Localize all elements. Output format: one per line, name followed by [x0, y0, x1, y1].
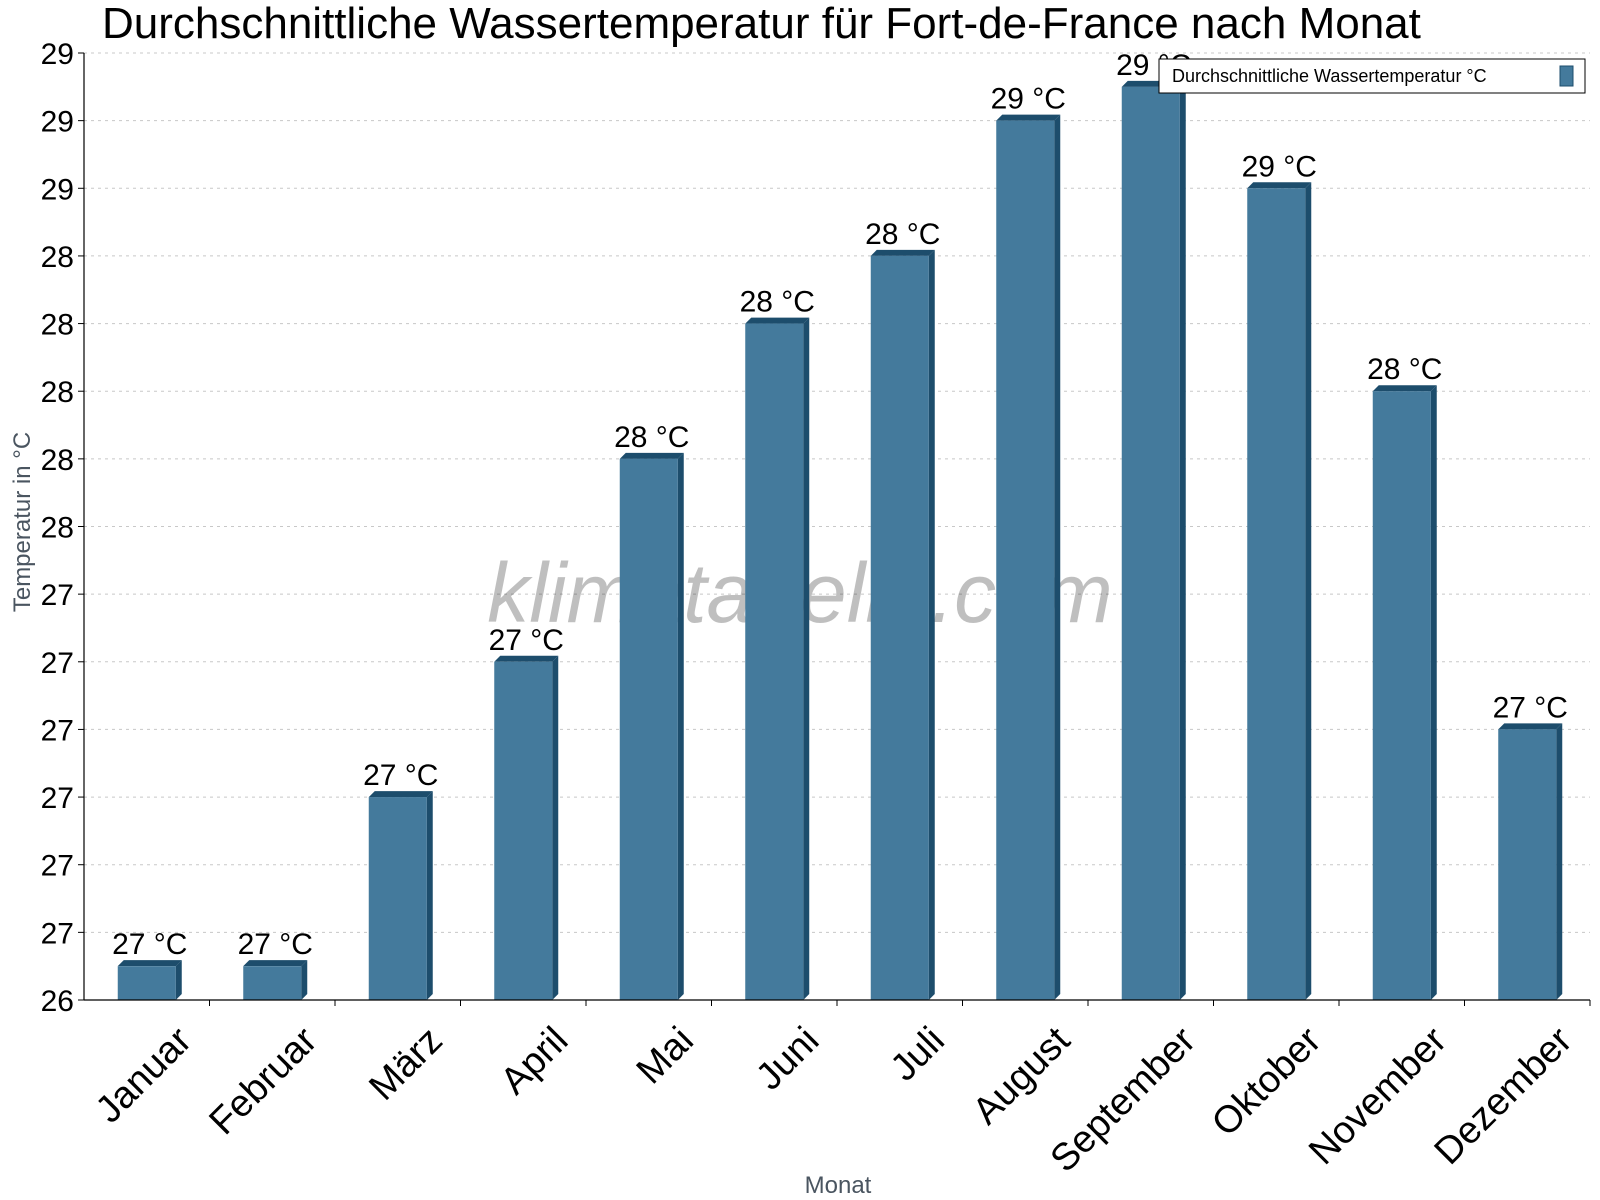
bar-top: [1247, 182, 1312, 189]
y-tick-label: 27: [41, 850, 74, 883]
bar-top: [368, 791, 433, 798]
bar: [117, 966, 176, 1000]
bar-side: [1054, 114, 1061, 1000]
bar-top: [1498, 723, 1563, 730]
data-label: 27 °C: [363, 759, 438, 792]
x-tick-label: Dezember: [1427, 1019, 1581, 1173]
x-tick-label: Januar: [88, 1019, 200, 1131]
bar: [870, 255, 929, 1000]
bar: [996, 120, 1055, 1000]
x-tick-label: April: [493, 1019, 576, 1102]
data-label: 28 °C: [614, 421, 689, 454]
bar: [368, 797, 427, 1000]
x-tick-label: Oktober: [1204, 1019, 1330, 1145]
bar-top: [996, 114, 1061, 121]
legend-swatch: [1559, 65, 1574, 87]
data-label: 27 °C: [1493, 691, 1568, 724]
y-tick-label: 28: [41, 241, 74, 274]
bar-top: [1372, 385, 1437, 392]
x-tick-label: August: [965, 1019, 1079, 1133]
x-tick-label: Februar: [201, 1019, 325, 1143]
bar-side: [175, 960, 182, 1000]
x-tick-label: März: [361, 1019, 450, 1108]
legend-box: [1158, 58, 1586, 94]
bar-top: [117, 960, 182, 967]
y-tick-label: 27: [41, 647, 74, 680]
bar-side: [803, 317, 810, 1001]
bar-side: [1556, 723, 1563, 1000]
bar-side: [1179, 80, 1186, 1001]
y-tick-label: 28: [41, 512, 74, 545]
x-tick-label: Juni: [748, 1019, 827, 1098]
bar: [1498, 729, 1557, 1000]
data-label: 27 °C: [112, 928, 187, 961]
bar: [1372, 391, 1431, 1000]
grid-lines: [84, 52, 1590, 933]
bar: [494, 661, 553, 1000]
bar-top: [494, 655, 559, 662]
data-label: 28 °C: [1367, 353, 1442, 386]
data-label: 29 °C: [1242, 150, 1317, 183]
data-label: 27 °C: [238, 928, 313, 961]
bars: 27 °C 27 °C 27 °C 27 °C 28 °C 28 °C 28 °C 29 °C…: [112, 49, 1568, 1001]
y-axis-ticks: 26 27 27 27 27 27 27 28 28 28 28 28 29 29 29: [41, 38, 84, 1018]
legend-label: Durchschnittliche Wassertemperatur °C: [1172, 66, 1487, 86]
y-tick-label: 27: [41, 579, 74, 612]
bar-side: [1430, 385, 1437, 1000]
legend: Durchschnittliche Wassertemperatur °C: [1158, 58, 1586, 94]
x-axis-ticks: Januar Februar März April Mai Juni Juli AugustS…: [88, 1000, 1591, 1180]
bar-top: [619, 452, 684, 459]
bar: [1121, 86, 1180, 1001]
chart-title: Durchschnittliche Wassertemperatur für F…: [102, 0, 1421, 48]
y-axis-title: Temperatur in °C: [9, 432, 36, 612]
bar-side: [301, 960, 308, 1000]
y-tick-label: 29: [41, 106, 74, 139]
bar-top: [745, 317, 810, 324]
bar: [243, 966, 302, 1000]
bar-side: [552, 655, 559, 1000]
bar-top: [870, 249, 935, 256]
bar: [745, 323, 804, 1001]
bar-side: [928, 249, 935, 1000]
y-tick-label: 27: [41, 917, 74, 950]
y-tick-label: 27: [41, 714, 74, 747]
data-label: 27 °C: [489, 624, 564, 657]
bar-side: [1305, 182, 1312, 1001]
x-tick-label: Mai: [629, 1019, 702, 1092]
bar: [619, 458, 678, 1000]
x-tick-label: Juli: [883, 1019, 953, 1089]
y-tick-label: 28: [41, 309, 74, 342]
y-tick-label: 26: [41, 985, 74, 1018]
data-label: 28 °C: [740, 286, 815, 319]
data-label: 29 °C: [991, 83, 1066, 116]
y-tick-label: 29: [41, 38, 74, 71]
x-axis-title: Monat: [805, 1172, 872, 1199]
y-tick-label: 29: [41, 173, 74, 206]
y-tick-label: 27: [41, 782, 74, 815]
data-label: 28 °C: [865, 218, 940, 251]
bar: [1247, 188, 1306, 1001]
y-tick-label: 28: [41, 376, 74, 409]
y-tick-label: 28: [41, 444, 74, 477]
bar-side: [426, 791, 433, 1000]
bar-top: [243, 960, 308, 967]
bar-side: [677, 452, 684, 1000]
